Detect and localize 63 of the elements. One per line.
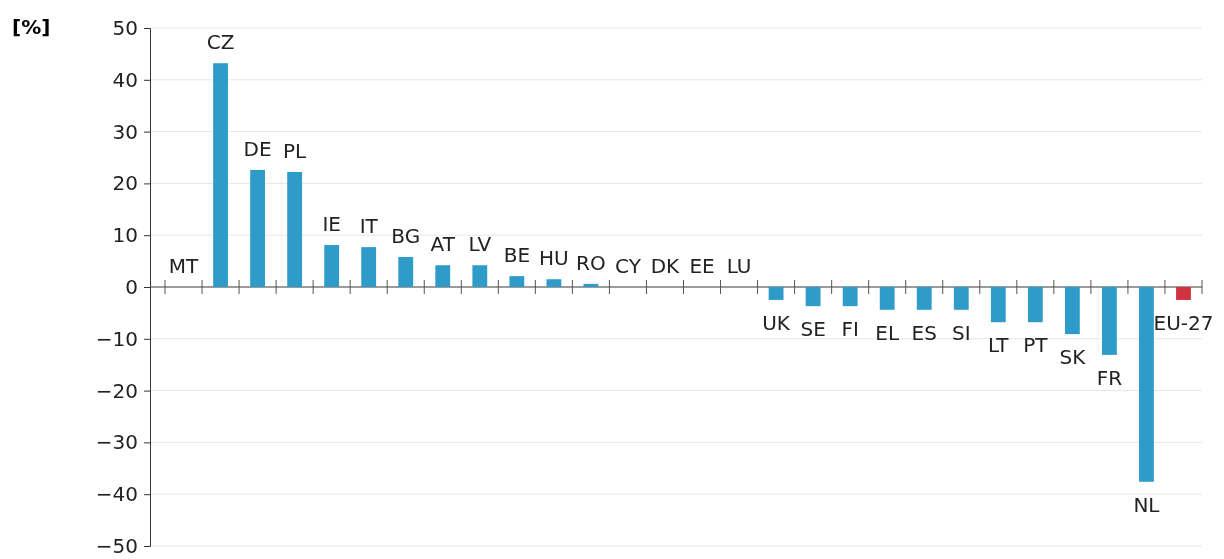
bar	[546, 279, 562, 287]
y-tick-label: −20	[95, 378, 138, 403]
x-tick-label: LV	[468, 232, 492, 257]
y-tick-label: 0	[125, 274, 138, 299]
bar	[953, 287, 969, 310]
x-tick-label: AT	[430, 232, 456, 257]
x-tick-label: BE	[503, 243, 531, 268]
y-axis-title: [%]	[12, 15, 51, 39]
bar	[916, 287, 932, 310]
bar	[1102, 287, 1117, 355]
x-tick-label: EU-27	[1153, 310, 1214, 335]
x-tick-label: BG	[391, 223, 421, 248]
y-tick-label: 10	[112, 223, 138, 248]
x-tick-label: IE	[322, 212, 341, 237]
x-tick-label: FR	[1096, 365, 1123, 390]
x-tick-label: PL	[283, 139, 308, 163]
bar	[324, 245, 340, 287]
bar	[768, 287, 784, 300]
bar	[1139, 287, 1154, 482]
bar	[472, 265, 488, 287]
bar	[509, 276, 525, 287]
x-tick-label: UK	[762, 310, 791, 335]
bar	[1064, 287, 1080, 335]
y-tick-label: 30	[112, 119, 138, 144]
bar	[583, 283, 599, 287]
x-tick-label: IT	[359, 214, 379, 239]
y-tick-label: −30	[95, 430, 138, 455]
x-tick-label: HU	[539, 246, 569, 271]
bar	[250, 169, 265, 287]
x-tick-label: CZ	[206, 30, 235, 55]
y-tick-label: −50	[95, 533, 138, 558]
bar	[990, 287, 1006, 323]
bar	[287, 172, 303, 287]
bar	[842, 287, 858, 307]
bar	[361, 247, 377, 287]
x-tick-label: MT	[168, 254, 200, 278]
bar	[435, 265, 451, 287]
bar	[805, 287, 821, 307]
bar	[398, 256, 414, 287]
x-tick-label: SI	[951, 320, 971, 345]
y-tick-label: 20	[112, 171, 138, 196]
y-tick-label: −40	[95, 482, 138, 507]
bar	[1176, 287, 1191, 300]
x-tick-label: DE	[243, 136, 272, 161]
y-tick-label: 40	[112, 67, 138, 92]
x-tick-label: DK	[650, 254, 681, 278]
x-tick-label: FI	[841, 317, 859, 342]
y-tick-label: 50	[112, 15, 138, 40]
x-tick-label: NL	[1133, 492, 1161, 517]
x-tick-label: PT	[1023, 333, 1049, 358]
x-tick-label: LU	[726, 254, 752, 278]
x-tick-label: EE	[689, 254, 715, 278]
x-tick-label: SK	[1059, 345, 1087, 370]
bar	[1027, 287, 1043, 323]
bar	[879, 287, 895, 310]
x-tick-label: EL	[875, 320, 900, 345]
bar	[213, 63, 228, 287]
y-tick-label: −10	[95, 326, 138, 351]
x-tick-label: RO	[576, 250, 606, 275]
x-tick-label: ES	[911, 320, 937, 345]
x-tick-label: SE	[800, 317, 826, 342]
x-tick-label: CY	[615, 254, 642, 278]
x-tick-label: LT	[988, 333, 1010, 358]
